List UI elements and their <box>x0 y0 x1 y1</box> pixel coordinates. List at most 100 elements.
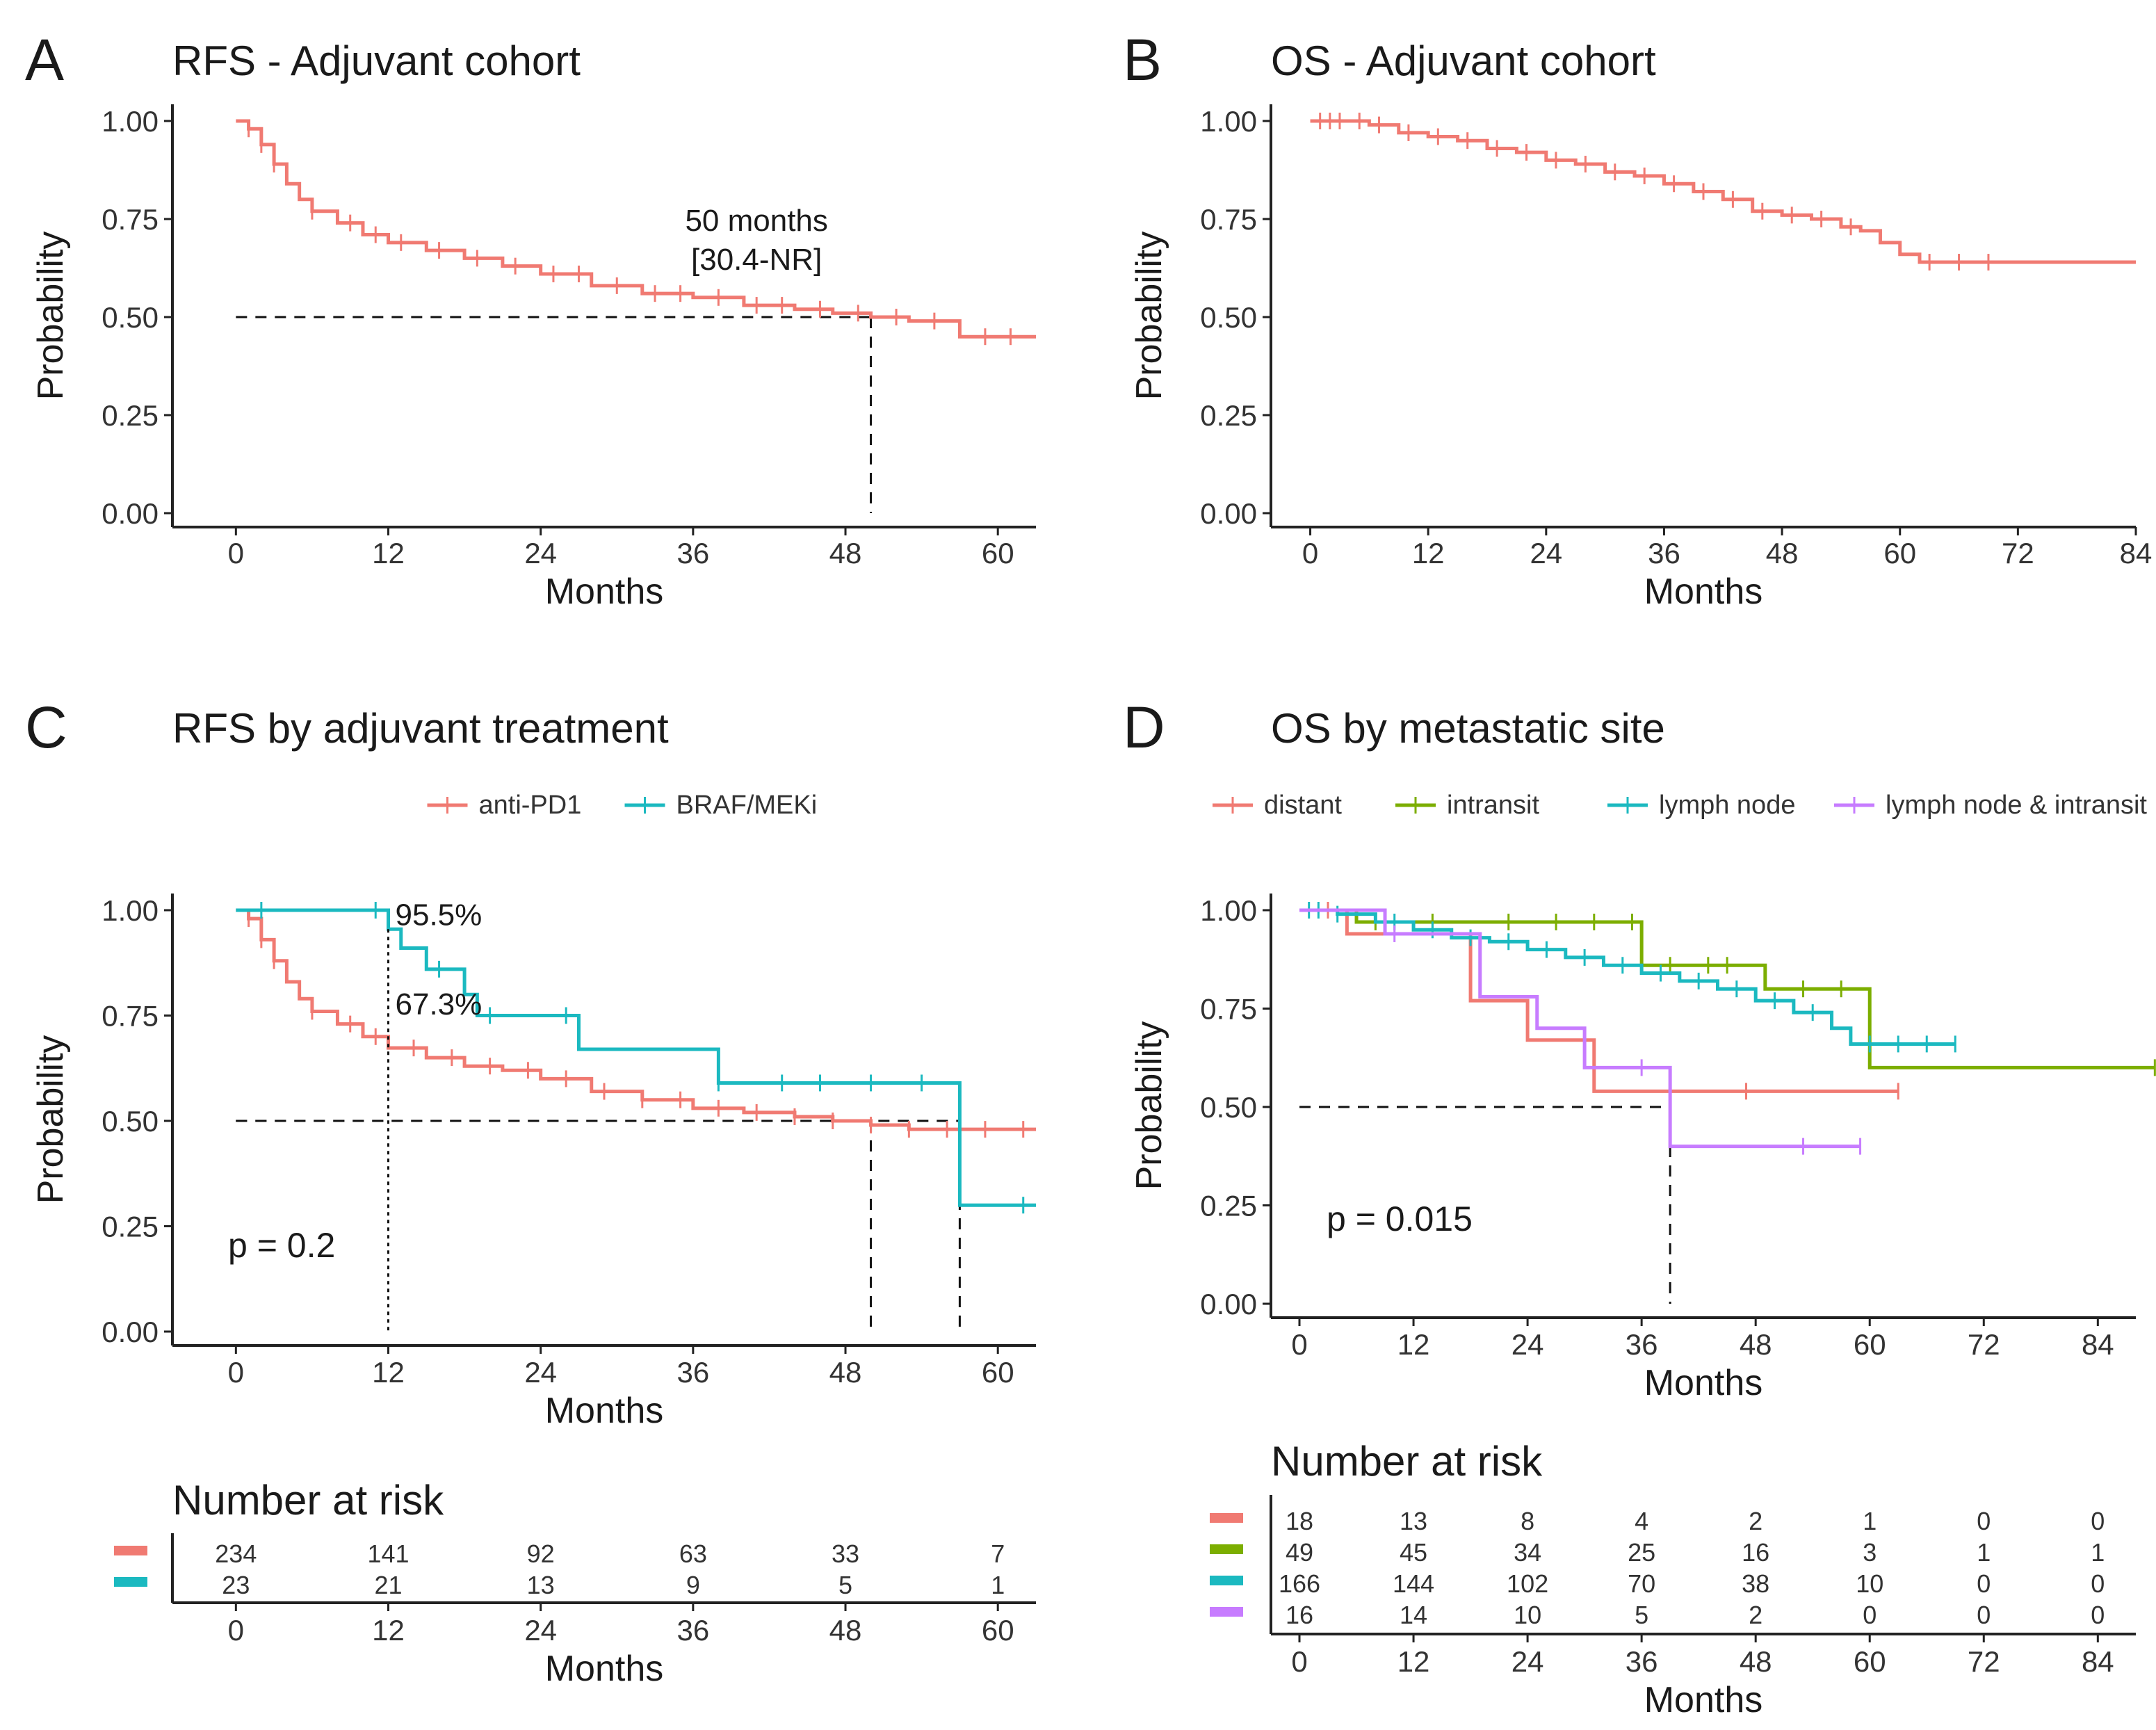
legend-item: distant <box>1213 791 1342 820</box>
risk-x-tick-label: 0 <box>1291 1645 1307 1678</box>
risk-x-tick-label: 72 <box>1968 1645 2000 1678</box>
risk-count: 14 <box>1400 1601 1427 1629</box>
y-tick-label: 0.75 <box>102 1000 159 1033</box>
risk-x-tick-label: 84 <box>2082 1645 2114 1678</box>
panel-title: RFS - Adjuvant cohort <box>172 38 581 84</box>
y-axis-title: Probability <box>31 232 71 401</box>
series-line <box>1299 908 1861 1149</box>
series-line <box>1299 908 2155 1069</box>
risk-x-tick-label: 60 <box>1854 1645 1886 1678</box>
y-tick-label: 0.75 <box>1200 203 1257 236</box>
panel-c: 0.00 0.25 0.50 0.75 1.00 0 12 24 36 48 60 Months Pro… <box>25 695 1036 1689</box>
series-lymph-node <box>1299 902 1956 1053</box>
x-tick-label: 48 <box>829 1356 862 1389</box>
x-tick-label: 0 <box>1302 537 1318 569</box>
risk-count: 2 <box>1749 1601 1762 1629</box>
risk-count: 70 <box>1628 1569 1655 1598</box>
series-line <box>236 908 1036 1131</box>
risk-row-key <box>114 1577 147 1587</box>
legend-label: anti-PD1 <box>479 791 582 820</box>
legend-item: anti-PD1 <box>427 791 582 820</box>
risk-row-key <box>1210 1576 1243 1585</box>
risk-count: 13 <box>527 1571 555 1599</box>
risk-count: 9 <box>686 1571 700 1599</box>
legend-label: distant <box>1264 791 1342 820</box>
series-line <box>1299 908 1899 1093</box>
series-line <box>1299 908 1956 1046</box>
y-tick-label: 1.00 <box>102 105 159 138</box>
risk-table-title: Number at risk <box>172 1477 444 1523</box>
risk-count: 8 <box>1521 1507 1534 1535</box>
risk-count: 5 <box>1635 1601 1648 1629</box>
risk-count: 4 <box>1635 1507 1648 1535</box>
legend-item: lymph node <box>1607 791 1795 820</box>
risk-count: 144 <box>1393 1569 1434 1598</box>
y-tick-label: 1.00 <box>1200 105 1257 138</box>
risk-count: 63 <box>679 1539 707 1568</box>
risk-count: 45 <box>1400 1538 1427 1567</box>
risk-x-tick-label: 48 <box>829 1614 862 1647</box>
risk-x-tick-label: 36 <box>1626 1645 1658 1678</box>
landmark-label: 67.3% <box>396 987 483 1021</box>
risk-count: 0 <box>1863 1601 1877 1629</box>
legend-label: intransit <box>1447 791 1539 820</box>
x-tick-label: 48 <box>1766 537 1799 569</box>
risk-count: 1 <box>2091 1538 2105 1567</box>
risk-x-tick-label: 0 <box>228 1614 244 1647</box>
risk-x-axis-title: Months <box>545 1649 664 1689</box>
y-tick-label: 0.50 <box>102 1105 159 1138</box>
x-tick-label: 24 <box>524 537 557 569</box>
risk-x-tick-label: 36 <box>676 1614 709 1647</box>
x-tick-label: 0 <box>1291 1328 1307 1361</box>
risk-count: 16 <box>1742 1538 1769 1567</box>
x-tick-label: 12 <box>372 537 405 569</box>
risk-count: 234 <box>215 1539 257 1568</box>
series-line <box>1310 119 2136 264</box>
risk-count: 0 <box>2091 1569 2105 1598</box>
panel-letter: A <box>25 27 64 92</box>
y-tick-label: 0.75 <box>102 203 159 236</box>
x-axis-title: Months <box>545 1391 664 1431</box>
series-line <box>236 119 1036 339</box>
panel-b: 0.00 0.25 0.50 0.75 1.00 0 12 24 36 48 60 72 84 Month… <box>1123 27 2152 612</box>
risk-count: 102 <box>1507 1569 1548 1598</box>
x-tick-label: 60 <box>1883 537 1916 569</box>
x-tick-label: 48 <box>1740 1328 1772 1361</box>
risk-count: 5 <box>838 1571 852 1599</box>
y-tick-label: 0.00 <box>1200 1288 1257 1320</box>
risk-count: 3 <box>1863 1538 1877 1567</box>
x-tick-label: 0 <box>228 1356 244 1389</box>
risk-count: 23 <box>222 1571 250 1599</box>
risk-x-tick-label: 48 <box>1740 1645 1772 1678</box>
x-axis-title: Months <box>545 572 664 612</box>
x-tick-label: 60 <box>982 537 1014 569</box>
y-tick-label: 0.25 <box>1200 399 1257 432</box>
median-annotation: 50 months <box>685 204 827 238</box>
p-value: p = 0.015 <box>1327 1199 1473 1238</box>
landmark-label: 95.5% <box>396 898 483 932</box>
x-tick-label: 72 <box>2002 537 2034 569</box>
x-tick-label: 36 <box>676 537 709 569</box>
median-annotation-ci: [30.4-NR] <box>691 243 822 277</box>
risk-row-key <box>1210 1544 1243 1554</box>
series-lymph-node-intransit <box>1299 908 1862 1155</box>
y-tick-label: 0.25 <box>1200 1190 1257 1222</box>
risk-count: 0 <box>2091 1507 2105 1535</box>
risk-count: 92 <box>527 1539 555 1568</box>
risk-count: 34 <box>1514 1538 1541 1567</box>
x-tick-label: 48 <box>829 537 862 569</box>
legend-item: intransit <box>1395 791 1539 820</box>
series-os <box>1310 113 2136 271</box>
series-rfs <box>236 119 1036 346</box>
risk-x-tick-label: 24 <box>1511 1645 1544 1678</box>
risk-x-axis-title: Months <box>1644 1680 1763 1720</box>
risk-count: 166 <box>1279 1569 1320 1598</box>
x-tick-label: 12 <box>1397 1328 1430 1361</box>
risk-count: 0 <box>1977 1601 1991 1629</box>
risk-x-tick-label: 60 <box>982 1614 1014 1647</box>
risk-count: 18 <box>1286 1507 1313 1535</box>
risk-count: 0 <box>1977 1507 1991 1535</box>
panel-title: OS - Adjuvant cohort <box>1271 38 1656 84</box>
y-tick-label: 0.50 <box>1200 1091 1257 1124</box>
